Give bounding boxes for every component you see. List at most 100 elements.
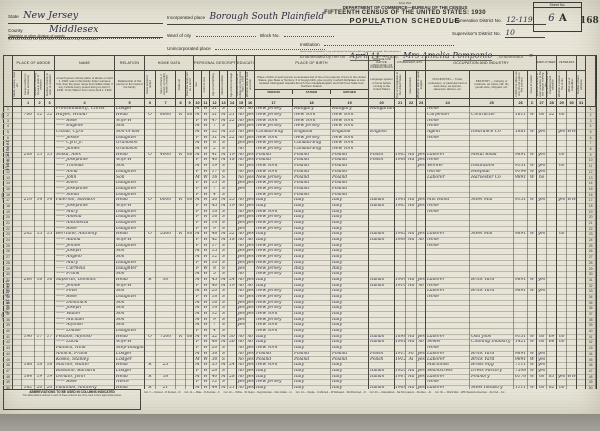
cell-cw: W — [527, 362, 538, 369]
abbreviation-keys: Col. 7.— Owned....O Rented....R Col. 11.—… — [144, 389, 597, 410]
cell-mt — [368, 123, 396, 130]
cell-fn — [44, 368, 56, 375]
cell-war — [566, 305, 578, 312]
cell-ms: S — [219, 379, 229, 386]
cell-fs — [576, 254, 587, 261]
cell-pf: Poland — [292, 186, 332, 193]
census-row: 42 —— Lucia Wife-H F W 48 M 26 no no Italy Italy Ita… — [3, 339, 597, 347]
cell-hn: 202 — [21, 231, 35, 239]
cell-lnR: 34 — [585, 294, 597, 301]
cell-lnR: 41 — [585, 334, 597, 341]
cell-lnL: 12 — [3, 169, 13, 176]
street-name-vertical: Front Street — [6, 280, 11, 314]
cell-yr — [394, 294, 407, 301]
cell-frm: no — [185, 334, 195, 341]
cell-val: 6000 — [155, 197, 177, 204]
cell-am: 26 — [227, 339, 238, 347]
cell-rw: yes — [245, 140, 256, 148]
cell-rad: R — [175, 152, 187, 159]
cell-na — [405, 226, 418, 233]
cell-rw — [245, 146, 256, 153]
cell-fn: 18 — [44, 362, 56, 369]
cell-w2 — [546, 283, 558, 290]
cell-lnR: 3 — [585, 118, 597, 125]
cell-dn — [34, 106, 45, 113]
cell-rel: Daughter — [114, 265, 146, 273]
cell-lnR: 13 — [585, 174, 597, 182]
cell-war — [566, 123, 578, 130]
cell-war — [566, 368, 578, 375]
cell-w1: no — [536, 339, 548, 347]
cell-war — [566, 135, 578, 142]
col-number-cl: 12 — [209, 98, 221, 108]
cell-st — [12, 271, 22, 278]
cell-mt: Italian — [368, 334, 396, 341]
cell-dn — [34, 305, 45, 312]
cell-fs — [576, 169, 587, 176]
cell-name: Marino, Walter — [54, 362, 116, 369]
cell-yr — [394, 180, 407, 187]
cell-lnL: 37 — [3, 311, 13, 318]
cell-rel: Daughter — [114, 220, 146, 227]
cell-hn — [21, 237, 35, 244]
cell-lnR: 23 — [585, 231, 597, 239]
cell-en — [416, 209, 427, 216]
cell-lnR: 9 — [585, 152, 597, 159]
cell-pm: Italy — [330, 237, 370, 244]
cell-na — [405, 135, 418, 142]
cell-code: 9131 — [513, 334, 529, 341]
cell-yr — [394, 106, 407, 113]
cell-lnL: 30 — [3, 271, 13, 278]
cell-am — [227, 254, 238, 261]
col-number-na: 23 — [416, 98, 427, 108]
cell-sx: F — [193, 265, 203, 273]
cell-en: yes — [416, 351, 427, 358]
cell-code — [513, 140, 529, 148]
cell-occ — [425, 214, 471, 221]
cell-vet — [556, 283, 568, 290]
cell-fn — [44, 345, 56, 352]
cell-hn — [21, 351, 35, 358]
cell-frm — [185, 146, 195, 153]
cell-w1: yes — [536, 197, 548, 204]
cell-rel: Head — [114, 152, 146, 159]
cell-name: —— Frank — [54, 271, 116, 278]
cell-ms: S — [219, 294, 229, 301]
cell-rw: no — [245, 106, 256, 113]
cell-w2 — [546, 248, 558, 256]
cell-yr — [394, 186, 407, 193]
cell-ind — [469, 135, 515, 142]
cell-rel: Daughter — [114, 209, 146, 216]
cell-name: —— Lucia — [54, 339, 116, 347]
cell-cl: W — [201, 334, 211, 341]
cell-lnR: 50 — [585, 385, 597, 389]
group-home-data: HOME DATA — [144, 55, 195, 72]
cell-lnR: 6 — [585, 135, 597, 142]
col-number-mt: 21 — [394, 98, 407, 108]
cell-st — [12, 243, 22, 250]
cell-name: —— James — [54, 146, 116, 153]
cell-vet — [556, 345, 568, 352]
cell-vet: no — [556, 334, 568, 341]
cell-code — [513, 180, 529, 187]
cell-am — [227, 220, 238, 227]
cell-occ: Laborer — [425, 334, 471, 341]
cell-occ — [425, 317, 471, 324]
cell-w2 — [546, 300, 558, 307]
cell-vet — [556, 146, 568, 153]
cell-code — [513, 123, 529, 130]
cell-en: no — [416, 283, 427, 290]
cell-cl: W — [201, 209, 211, 216]
cell-ms: S — [219, 368, 229, 375]
cell-code — [513, 322, 529, 330]
cell-mt — [368, 248, 396, 256]
cell-hn — [21, 243, 35, 250]
county-value: Middlesex — [49, 24, 99, 35]
cell-w2 — [546, 106, 558, 113]
cell-st — [12, 186, 22, 193]
cell-fs — [576, 339, 587, 347]
cell-na — [405, 260, 418, 267]
cell-occ — [425, 248, 471, 256]
col-number-lnL — [12, 98, 22, 108]
